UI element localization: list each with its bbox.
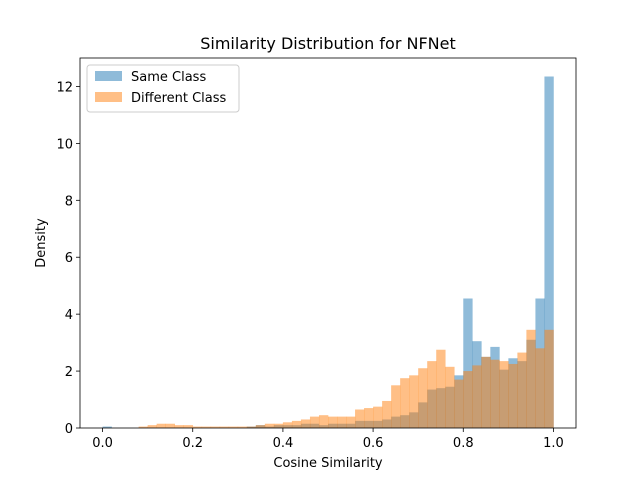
bar-different-class-7: [165, 423, 175, 428]
bar-different-class-42: [481, 356, 491, 428]
bar-different-class-32: [391, 385, 401, 428]
bar-different-class-36: [427, 361, 437, 428]
bar-same-class-40: [463, 298, 473, 428]
bar-different-class-24: [318, 415, 329, 428]
bar-different-class-9: [183, 425, 194, 428]
bar-different-class-47: [526, 329, 536, 428]
bar-different-class-11: [201, 426, 212, 428]
legend-label-different-class: Different Class: [131, 91, 227, 106]
bar-different-class-4: [138, 426, 148, 428]
y-tick-label-2: 4: [65, 308, 73, 323]
bar-different-class-6: [156, 423, 166, 428]
bar-different-class-35: [418, 368, 428, 428]
bar-different-class-33: [400, 378, 410, 428]
y-tick-label-3: 6: [65, 251, 73, 266]
bar-different-class-13: [219, 426, 230, 428]
x-axis-ticks: 0.0 0.2 0.4 0.6 0.8 1.0: [92, 428, 564, 451]
bar-different-class-23: [309, 416, 320, 428]
bar-different-class-19: [273, 423, 284, 428]
legend-box: [86, 64, 240, 113]
bar-different-class-26: [337, 416, 347, 428]
x-axis-label: Cosine Similarity: [273, 456, 383, 471]
bar-different-class-29: [364, 408, 374, 428]
bar-different-class-39: [454, 379, 464, 428]
plot-frame: [79, 57, 577, 429]
y-tick-label-4: 8: [65, 194, 73, 209]
y-tick-label-1: 2: [65, 365, 73, 380]
bar-different-class-41: [472, 365, 482, 428]
bar-same-class-0: [102, 426, 112, 428]
x-tick-label-1: 0.2: [182, 436, 203, 451]
legend-swatch-same-class: [95, 71, 122, 81]
chart-title: Similarity Distribution for NFNet: [200, 34, 456, 53]
legend-label-same-class: Same Class: [131, 70, 206, 85]
bar-different-class-31: [382, 400, 392, 428]
bar-different-class-8: [174, 425, 185, 428]
bar-different-class-15: [237, 426, 248, 428]
bar-different-class-48: [535, 348, 545, 428]
x-tick-label-4: 0.8: [453, 436, 474, 451]
bar-different-class-17: [255, 425, 266, 428]
bar-different-class-49: [544, 329, 554, 428]
bar-different-class-21: [291, 420, 302, 428]
bar-different-class-30: [373, 406, 383, 428]
y-tick-label-0: 0: [65, 422, 73, 437]
y-axis-label: Density: [34, 218, 49, 268]
bar-different-class-27: [346, 416, 356, 428]
x-tick-label-2: 0.4: [273, 436, 294, 451]
x-tick-label-5: 1.0: [543, 436, 564, 451]
bar-same-class-49: [544, 76, 554, 428]
bar-different-class-20: [282, 422, 293, 428]
y-axis-ticks: 0 2 4 6 8 10 12: [56, 80, 80, 437]
bar-different-class-16: [246, 426, 257, 428]
bar-different-class-40: [463, 371, 473, 428]
y-tick-label-5: 10: [56, 137, 73, 152]
bar-different-class-18: [264, 423, 275, 428]
bar-different-class-22: [300, 419, 311, 428]
bar-different-class-10: [192, 426, 203, 428]
bar-different-class-43: [490, 359, 500, 428]
bar-different-class-34: [409, 375, 419, 428]
bar-different-class-14: [228, 426, 239, 428]
bar-different-class-25: [328, 416, 338, 428]
bar-different-class-46: [517, 352, 527, 428]
legend: Same Class Different Class: [86, 64, 240, 113]
y-tick-label-6: 12: [56, 80, 73, 95]
bar-different-class-28: [355, 409, 365, 428]
bar-different-class-5: [147, 425, 157, 428]
bar-different-class-12: [210, 426, 221, 428]
x-tick-label-0: 0.0: [92, 436, 113, 451]
bar-different-class-37: [436, 349, 446, 428]
bar-different-class-38: [445, 366, 455, 428]
x-tick-label-3: 0.6: [363, 436, 384, 451]
bars-layer: [102, 76, 554, 428]
bar-different-class-45: [508, 363, 518, 428]
bar-different-class-44: [499, 361, 509, 428]
legend-swatch-different-class: [95, 92, 122, 102]
